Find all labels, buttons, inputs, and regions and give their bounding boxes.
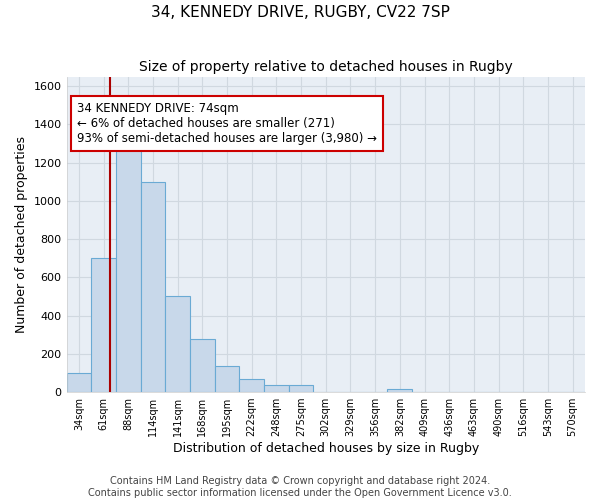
- Bar: [388, 389, 412, 392]
- X-axis label: Distribution of detached houses by size in Rugby: Distribution of detached houses by size …: [173, 442, 479, 455]
- Bar: [140, 182, 165, 392]
- Bar: [215, 366, 239, 392]
- Bar: [116, 138, 140, 392]
- Bar: [190, 340, 215, 392]
- Bar: [239, 378, 264, 392]
- Bar: [67, 373, 91, 392]
- Bar: [91, 258, 116, 392]
- Bar: [264, 386, 289, 392]
- Bar: [165, 296, 190, 392]
- Title: Size of property relative to detached houses in Rugby: Size of property relative to detached ho…: [139, 60, 512, 74]
- Text: Contains HM Land Registry data © Crown copyright and database right 2024.
Contai: Contains HM Land Registry data © Crown c…: [88, 476, 512, 498]
- Y-axis label: Number of detached properties: Number of detached properties: [15, 136, 28, 333]
- Bar: [289, 386, 313, 392]
- Text: 34 KENNEDY DRIVE: 74sqm
← 6% of detached houses are smaller (271)
93% of semi-de: 34 KENNEDY DRIVE: 74sqm ← 6% of detached…: [77, 102, 377, 145]
- Text: 34, KENNEDY DRIVE, RUGBY, CV22 7SP: 34, KENNEDY DRIVE, RUGBY, CV22 7SP: [151, 5, 449, 20]
